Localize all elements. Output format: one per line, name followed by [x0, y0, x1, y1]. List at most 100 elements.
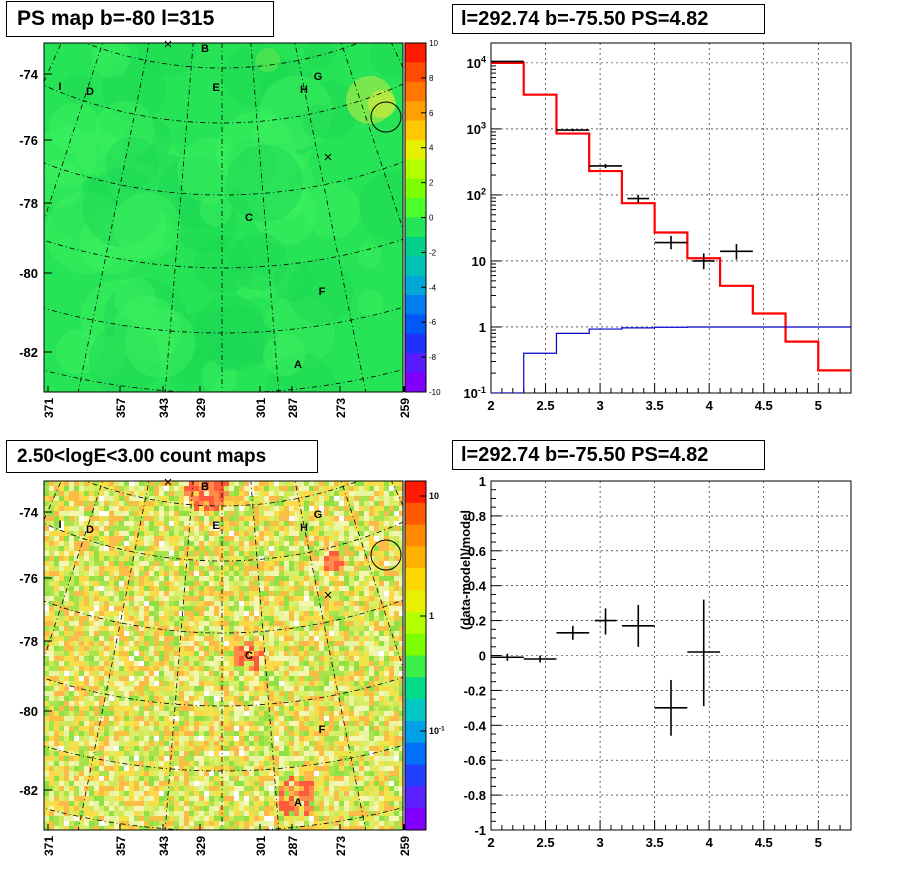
- count-cell: [314, 666, 319, 671]
- count-cell: [224, 486, 229, 491]
- count-cell: [319, 526, 324, 531]
- count-cell: [114, 546, 119, 551]
- count-cell: [294, 631, 299, 636]
- count-cell: [264, 656, 269, 661]
- count-cell: [174, 591, 179, 596]
- count-cell: [194, 691, 199, 696]
- ps-heatmap-blob: [356, 243, 382, 269]
- count-cell: [74, 641, 79, 646]
- count-cell: [364, 566, 369, 571]
- count-cell: [119, 496, 124, 501]
- count-cell: [279, 556, 284, 561]
- count-cell: [289, 751, 294, 756]
- count-cell: [104, 681, 109, 686]
- count-cell: [359, 736, 364, 741]
- count-cell: [114, 761, 119, 766]
- count-cell: [184, 686, 189, 691]
- count-cell: [324, 686, 329, 691]
- count-cell: [189, 746, 194, 751]
- count-cell: [359, 711, 364, 716]
- count-cell: [174, 786, 179, 791]
- count-cell: [149, 516, 154, 521]
- count-cell: [174, 626, 179, 631]
- count-cell: [369, 641, 374, 646]
- count-cell: [214, 756, 219, 761]
- count-cell: [284, 706, 289, 711]
- count-cell: [184, 531, 189, 536]
- count-cell: [249, 711, 254, 716]
- count-cell: [349, 611, 354, 616]
- count-cell: [199, 506, 204, 511]
- count-cell: [154, 671, 159, 676]
- count-cell: [84, 586, 89, 591]
- count-cell: [99, 621, 104, 626]
- count-cell: [239, 771, 244, 776]
- count-cell: [349, 511, 354, 516]
- count-cell: [139, 656, 144, 661]
- count-cell: [324, 486, 329, 491]
- count-cell: [214, 536, 219, 541]
- count-cell: [294, 786, 299, 791]
- count-cell: [94, 531, 99, 536]
- count-cell: [334, 601, 339, 606]
- count-cell: [64, 631, 69, 636]
- count-cell: [349, 496, 354, 501]
- count-cell: [139, 506, 144, 511]
- count-cell: [184, 506, 189, 511]
- count-cell: [164, 791, 169, 796]
- count-cell: [84, 631, 89, 636]
- count-cell: [149, 616, 154, 621]
- count-cell: [89, 756, 94, 761]
- count-cell: [64, 691, 69, 696]
- count-cell: [334, 706, 339, 711]
- count-cell: [264, 621, 269, 626]
- count-cell: [354, 716, 359, 721]
- count-cell: [244, 531, 249, 536]
- count-cell: [184, 576, 189, 581]
- count-cell: [189, 676, 194, 681]
- count-cell: [284, 486, 289, 491]
- count-cell: [379, 621, 384, 626]
- count-cell: [214, 576, 219, 581]
- count-cell: [139, 516, 144, 521]
- count-cell: [204, 691, 209, 696]
- count-cell: [279, 486, 284, 491]
- count-cell: [59, 551, 64, 556]
- count-cell: [169, 791, 174, 796]
- count-cell: [79, 571, 84, 576]
- count-cell: [139, 496, 144, 501]
- count-cell: [354, 696, 359, 701]
- count-cell: [294, 626, 299, 631]
- count-cell: [234, 561, 239, 566]
- count-cell: [54, 616, 59, 621]
- count-cell: [304, 501, 309, 506]
- count-cell: [294, 606, 299, 611]
- count-cell: [289, 496, 294, 501]
- count-cell: [89, 526, 94, 531]
- count-cell: [114, 676, 119, 681]
- count-cell: [169, 681, 174, 686]
- count-cell: [194, 786, 199, 791]
- count-cell: [114, 711, 119, 716]
- count-cell: [394, 511, 399, 516]
- count-cell: [109, 626, 114, 631]
- count-cell: [119, 611, 124, 616]
- count-cell: [169, 711, 174, 716]
- count-cell: [284, 756, 289, 761]
- count-cell: [344, 626, 349, 631]
- count-cell: [279, 621, 284, 626]
- count-cell: [104, 796, 109, 801]
- count-cell: [284, 666, 289, 671]
- count-cell: [204, 496, 209, 501]
- count-cell: [374, 506, 379, 511]
- count-cell: [209, 721, 214, 726]
- count-cell: [149, 746, 154, 751]
- count-cell: [309, 621, 314, 626]
- x-tick-label: 287: [286, 398, 300, 418]
- count-cell: [229, 646, 234, 651]
- count-cell: [304, 581, 309, 586]
- count-cell: [189, 801, 194, 806]
- count-cell: [199, 796, 204, 801]
- count-cell: [209, 576, 214, 581]
- count-cell: [334, 746, 339, 751]
